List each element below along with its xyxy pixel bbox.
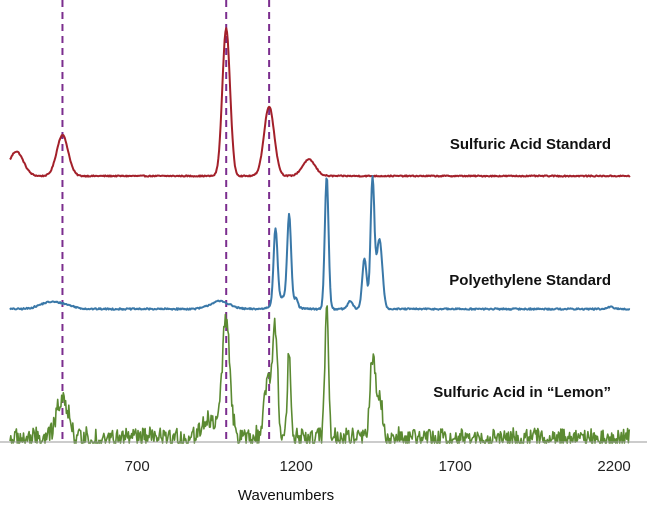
series-label-polyethylene-standard: Polyethylene Standard <box>449 272 611 289</box>
x-tick-label-1200: 1200 <box>279 458 312 475</box>
series-labels: Sulfuric Acid Standard Polyethylene Stan… <box>433 136 611 401</box>
series-line-1 <box>9 175 631 311</box>
x-tick-label-2200: 2200 <box>597 458 630 475</box>
x-axis-title: Wavenumbers <box>238 487 334 504</box>
x-axis-ticks: 700 1200 1700 2200 <box>125 458 631 475</box>
x-tick-label-700: 700 <box>125 458 150 475</box>
x-tick-label-1700: 1700 <box>438 458 471 475</box>
series-label-sulfuric-acid-standard: Sulfuric Acid Standard <box>450 136 611 153</box>
series-line-2 <box>9 305 631 444</box>
series-line-0 <box>9 27 631 178</box>
series-label-sulfuric-acid-in-lemon: Sulfuric Acid in “Lemon” <box>433 384 611 401</box>
reference-lines <box>61 0 271 442</box>
spectrum-traces <box>9 27 631 444</box>
